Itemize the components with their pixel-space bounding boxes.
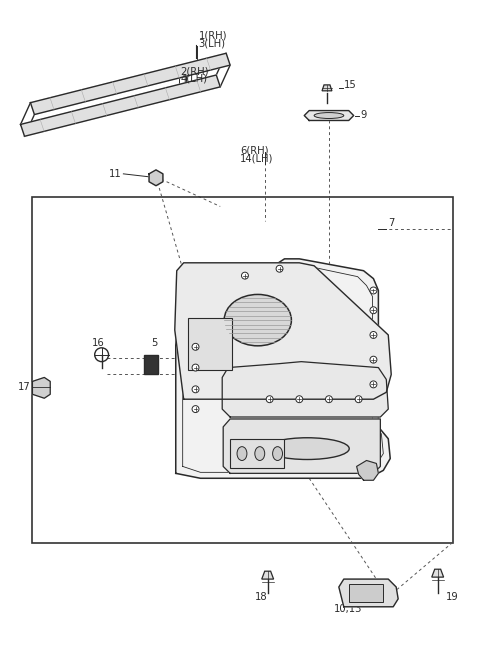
Polygon shape (176, 259, 390, 478)
Circle shape (95, 348, 108, 361)
Polygon shape (322, 85, 332, 91)
Polygon shape (432, 570, 444, 577)
Text: 17: 17 (18, 383, 30, 392)
Polygon shape (262, 572, 274, 579)
Text: 10,13: 10,13 (334, 604, 362, 614)
Polygon shape (357, 461, 378, 480)
Circle shape (370, 287, 377, 294)
Ellipse shape (224, 294, 291, 346)
Ellipse shape (255, 447, 264, 461)
Text: 9: 9 (360, 109, 367, 119)
Circle shape (266, 396, 273, 402)
Polygon shape (175, 263, 391, 399)
Circle shape (296, 396, 303, 402)
Text: 12(LH): 12(LH) (264, 463, 298, 473)
Circle shape (192, 406, 199, 412)
Circle shape (370, 332, 377, 338)
Polygon shape (223, 419, 380, 473)
Ellipse shape (314, 113, 344, 119)
Circle shape (325, 396, 333, 402)
Polygon shape (222, 361, 388, 417)
Text: 5: 5 (151, 338, 157, 348)
Text: 15: 15 (344, 80, 357, 90)
Text: 6(RH): 6(RH) (240, 145, 268, 155)
Text: 3(LH): 3(LH) (199, 38, 226, 48)
Polygon shape (339, 579, 398, 607)
Circle shape (370, 381, 377, 388)
Text: 2(RH): 2(RH) (180, 66, 209, 76)
Bar (144, 355, 158, 375)
Bar (230, 439, 285, 468)
Text: 14(LH): 14(LH) (240, 153, 274, 163)
Text: 16: 16 (92, 338, 105, 348)
Text: 18: 18 (255, 592, 267, 602)
Circle shape (192, 364, 199, 371)
Circle shape (192, 386, 199, 392)
Circle shape (355, 396, 362, 402)
Ellipse shape (273, 447, 283, 461)
Ellipse shape (265, 438, 349, 459)
Circle shape (241, 272, 249, 279)
Polygon shape (304, 111, 354, 121)
Text: 8(RH): 8(RH) (264, 455, 293, 465)
Polygon shape (30, 53, 230, 115)
Ellipse shape (237, 447, 247, 461)
Polygon shape (21, 75, 220, 137)
Bar (349, 584, 384, 602)
Circle shape (370, 356, 377, 363)
Circle shape (192, 343, 199, 350)
Text: 1(RH): 1(RH) (199, 30, 227, 40)
Text: 7: 7 (388, 218, 395, 228)
Text: 11: 11 (108, 169, 121, 179)
Bar (33, 197, 453, 542)
Polygon shape (149, 170, 163, 186)
Polygon shape (33, 377, 50, 398)
Text: 4(LH): 4(LH) (180, 74, 208, 84)
Circle shape (276, 265, 283, 272)
Text: 19: 19 (445, 592, 458, 602)
Bar (188, 318, 232, 369)
Circle shape (370, 307, 377, 314)
